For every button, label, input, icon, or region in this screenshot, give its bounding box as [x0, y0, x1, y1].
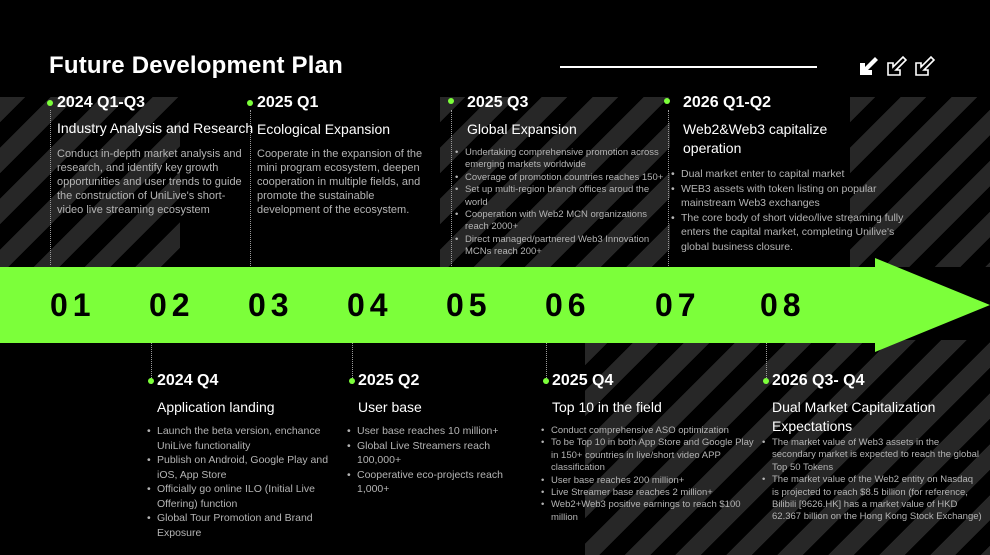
connector-line [766, 338, 767, 384]
bullet-item: Set up multi-region branch offices aroud… [455, 184, 665, 209]
milestone-dot [664, 98, 670, 104]
bullet-item: Publish on Android, Google Play and iOS,… [147, 453, 337, 482]
connector-line [546, 338, 547, 384]
milestone-title: Dual Market Capitalization Expectations [772, 399, 936, 434]
milestone-period: 2025 Q1 [257, 94, 319, 111]
milestone-dot [47, 100, 53, 106]
milestone-dot [148, 378, 154, 384]
milestone-dot [349, 378, 355, 384]
step-number: 01 [50, 287, 96, 323]
milestone-bullets: Undertaking comprehensive promotion acro… [455, 147, 665, 259]
bullet-item: Launch the beta version, enchance UniLiv… [147, 424, 337, 453]
milestone-title: Ecological Expansion [257, 121, 391, 137]
bullet-item: Undertaking comprehensive promotion acro… [455, 147, 665, 172]
milestone-dot [763, 378, 769, 384]
bullet-item: The market value of Web3 assets in the s… [762, 437, 982, 474]
milestone-title: Global Expansion [467, 121, 577, 137]
milestone-period: 2026 Q3- Q4 [772, 372, 865, 389]
connector-line [352, 338, 353, 384]
connector-line [50, 110, 51, 265]
page-title: Future Development Plan [49, 52, 343, 79]
milestone-description: Cooperate in the expansion of the mini p… [257, 148, 423, 216]
step-number: 04 [347, 287, 393, 323]
step-number: 06 [545, 287, 591, 323]
bullet-item: Officially go online ILO (Initial Live O… [147, 482, 337, 511]
milestone-period: 2025 Q4 [552, 372, 614, 389]
milestone-period: 2024 Q1-Q3 [57, 94, 146, 111]
milestone-title: User base [358, 399, 422, 415]
step-number: 08 [760, 287, 806, 323]
milestone-dot [448, 98, 454, 104]
bullet-item: Global Live Streamers reach 100,000+ [347, 439, 517, 468]
milestone-bullets: The market value of Web3 assets in the s… [762, 437, 982, 524]
bullet-item: User base reaches 200 million+ [541, 475, 761, 488]
milestone-title: Top 10 in the field [552, 399, 662, 415]
bullet-item: WEB3 assets with token listing on popula… [671, 182, 911, 211]
step-number: 05 [446, 287, 492, 323]
milestone-title: Web2&Web3 capitalize operation [683, 121, 828, 156]
bullet-item: Cooperation with Web2 MCN organizations … [455, 209, 665, 234]
milestone-period: 2024 Q4 [157, 372, 219, 389]
bullet-item: Global Tour Promotion and Brand Exposure [147, 511, 337, 540]
bullet-item: Direct managed/partnered Web3 Innovation… [455, 234, 665, 259]
milestone-title: Application landing [157, 399, 275, 415]
step-number: 03 [248, 287, 294, 323]
bullet-item: The market value of the Web2 entity on N… [762, 474, 982, 524]
bullet-item: Coverage of promotion countries reaches … [455, 172, 665, 185]
bullet-item: To be Top 10 in both App Store and Googl… [541, 437, 761, 474]
connector-line [451, 110, 452, 270]
milestone-bullets: User base reaches 10 million+ Global Liv… [347, 424, 517, 497]
connector-line [151, 338, 152, 384]
arrow-down-left-outline-icon [915, 55, 936, 76]
arrow-down-left-icon [860, 57, 878, 75]
milestone-bullets: Launch the beta version, enchance UniLiv… [147, 424, 337, 540]
nav-icons [857, 54, 937, 78]
milestone-period: 2026 Q1-Q2 [683, 94, 772, 111]
milestone-dot [543, 378, 549, 384]
bullet-item: Live Streamer base reaches 2 million+ [541, 487, 761, 500]
bullet-item: Cooperative eco-projects reach 1,000+ [347, 468, 517, 497]
milestone-bullets: Dual market enter to capital market WEB3… [671, 167, 911, 254]
bullet-item: Web2+Web3 positive earnings to reach $10… [541, 499, 761, 524]
milestone-description: Conduct in-depth market analysis and res… [57, 148, 242, 216]
bullet-item: Conduct comprehensive ASO optimization [541, 425, 761, 438]
milestone-period: 2025 Q3 [467, 94, 529, 111]
connector-line [668, 110, 669, 280]
milestone-dot [247, 100, 253, 106]
connector-line [250, 110, 251, 270]
step-number: 07 [655, 287, 701, 323]
stripe-pattern-left [0, 97, 180, 267]
arrow-down-left-outline-icon [887, 55, 908, 76]
milestone-period: 2025 Q2 [358, 372, 420, 389]
milestone-bullets: Conduct comprehensive ASO optimization T… [541, 425, 761, 524]
step-number: 02 [149, 287, 195, 323]
bullet-item: Dual market enter to capital market [671, 167, 911, 182]
bullet-item: User base reaches 10 million+ [347, 424, 517, 439]
title-divider [560, 66, 817, 68]
milestone-title: Industry Analysis and Research [57, 120, 254, 136]
bullet-item: The core body of short video/live stream… [671, 211, 911, 255]
